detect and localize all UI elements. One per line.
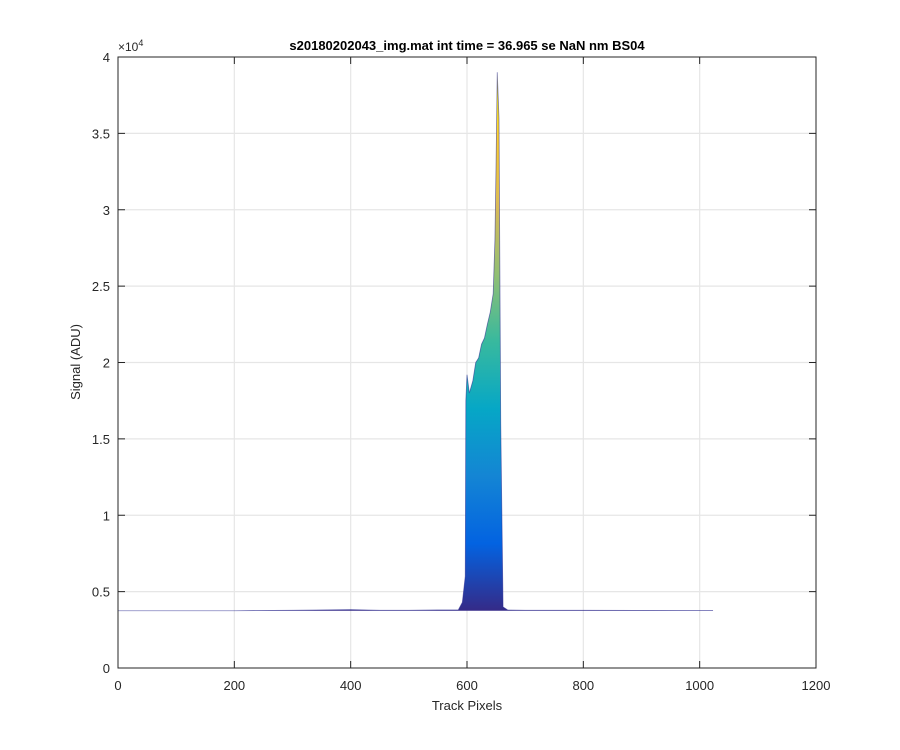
y-tick-label: 3.5: [92, 126, 110, 141]
data-layer: [118, 72, 714, 612]
y-tick-labels: 0 0.5 1 1.5 2 2.5 3 3.5 4: [92, 50, 110, 676]
ticks: [117, 56, 817, 669]
x-tick-label: 1000: [685, 678, 714, 693]
x-tick-labels: 0 200 400 600 800 1000 1200: [114, 678, 830, 693]
x-axis-label: Track Pixels: [432, 698, 503, 713]
y-exponent-label: ×104: [118, 38, 143, 54]
y-tick-label: 3: [103, 203, 110, 218]
x-tick-label: 400: [340, 678, 362, 693]
x-tick-label: 1200: [802, 678, 831, 693]
x-tick-label: 200: [223, 678, 245, 693]
y-tick-label: 2: [103, 356, 110, 371]
y-axis-label: Signal (ADU): [68, 324, 83, 400]
y-tick-label: 0: [103, 661, 110, 676]
y-tick-label: 0.5: [92, 585, 110, 600]
y-tick-label: 1: [103, 508, 110, 523]
x-tick-label: 0: [114, 678, 121, 693]
signal-line: [118, 72, 714, 612]
y-tick-label: 2.5: [92, 279, 110, 294]
x-tick-label: 800: [572, 678, 594, 693]
grid-lines: [118, 57, 816, 668]
chart-title: s20180202043_img.mat int time = 36.965 s…: [289, 38, 645, 53]
y-tick-label: 1.5: [92, 432, 110, 447]
x-tick-label: 600: [456, 678, 478, 693]
y-tick-label: 4: [103, 50, 110, 65]
